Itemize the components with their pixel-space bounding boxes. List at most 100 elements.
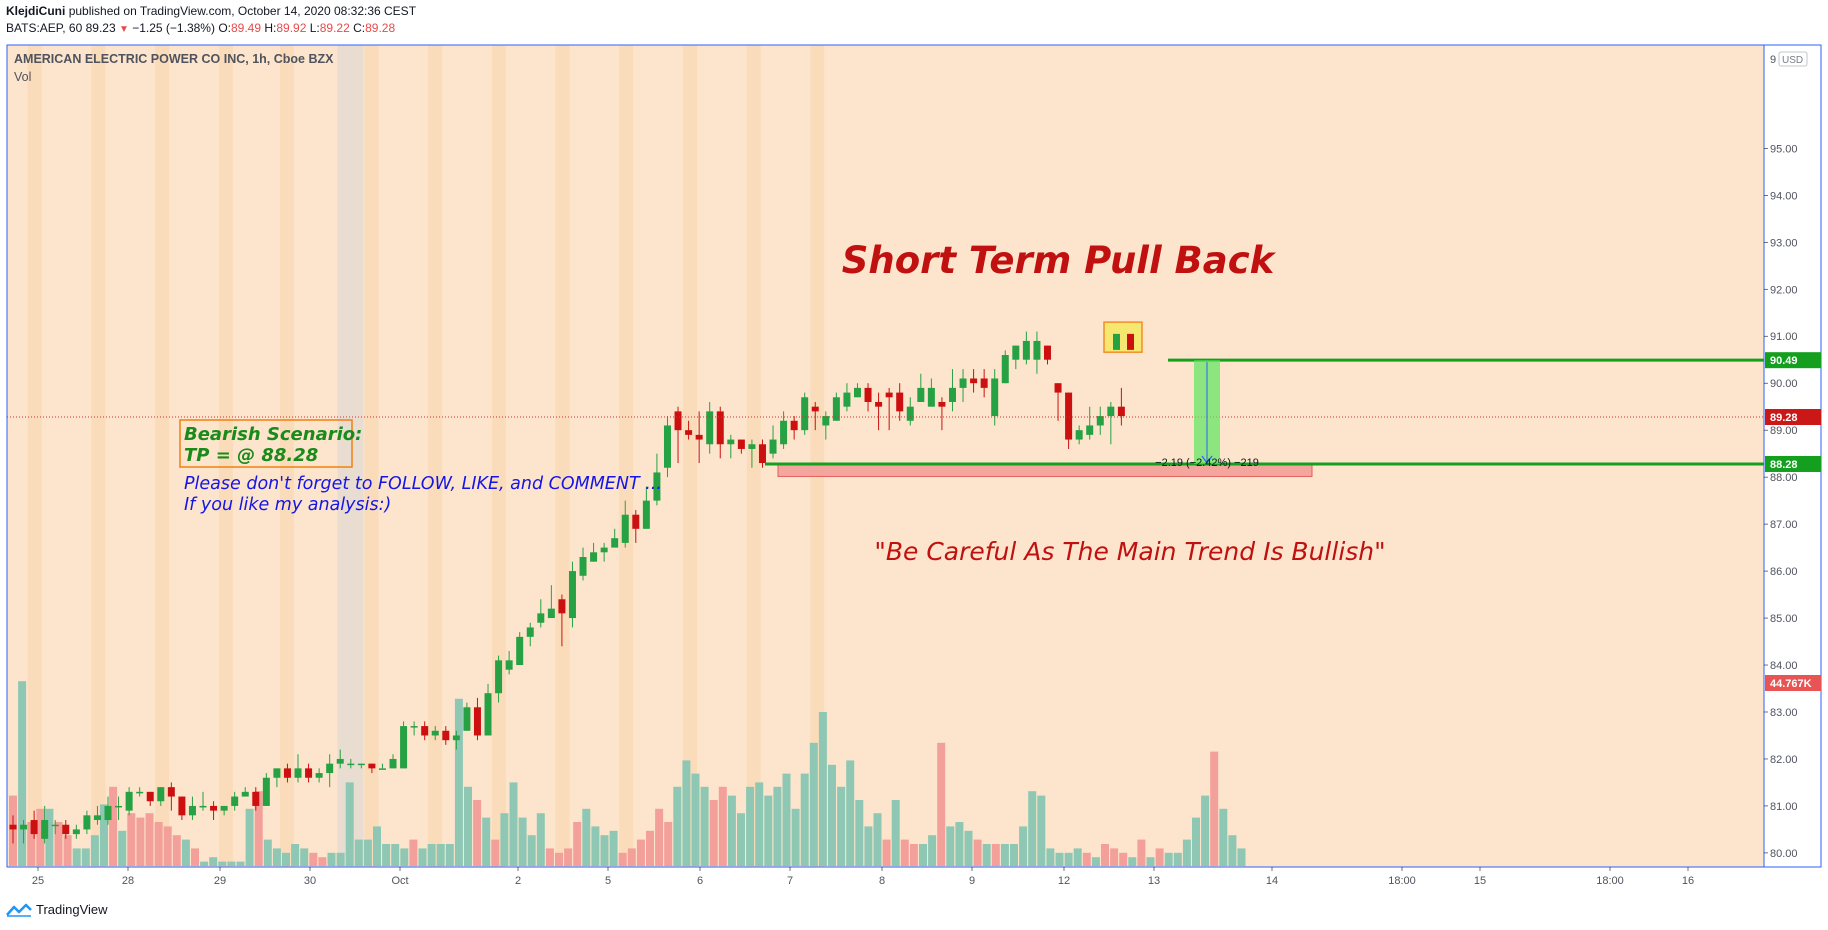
time-tick-label: 30 [304, 875, 316, 887]
candle-body [167, 787, 175, 797]
volume-bar [491, 839, 500, 866]
candle-body [1054, 383, 1062, 393]
candle-body [421, 726, 429, 736]
candle-body [1043, 345, 1051, 360]
candle-body [294, 768, 302, 778]
volume-bar [100, 804, 108, 866]
high-value: 89.92 [276, 21, 307, 35]
candle-body [885, 392, 893, 398]
candle-body [864, 387, 872, 402]
volume-bar [300, 848, 309, 866]
last-price: 89.23 [85, 21, 116, 35]
tradingview-brand: TradingView [36, 902, 108, 917]
candle-body [442, 730, 450, 741]
candle-body [917, 387, 925, 402]
time-tick-label: 25 [32, 875, 44, 887]
volume-bar [655, 808, 664, 866]
volume-bar [709, 800, 718, 866]
time-tick-label: 12 [1058, 875, 1070, 887]
candle-body [115, 805, 123, 808]
volume-bar [809, 742, 818, 866]
candle-body [452, 735, 460, 741]
candle-body [252, 791, 260, 806]
price-tag-label: 90.49 [1770, 355, 1798, 367]
candle-body [72, 829, 80, 835]
candle-body [326, 763, 334, 774]
volume-bar [755, 782, 764, 866]
tradingview-footer[interactable]: TradingView [6, 902, 108, 917]
volume-bar [773, 786, 782, 866]
candle-body [241, 791, 249, 797]
volume-bar [36, 808, 45, 866]
volume-bar [427, 844, 436, 866]
volume-bar [964, 830, 973, 866]
volume-bar [1155, 848, 1164, 866]
candle-body [948, 387, 956, 402]
candle-body [1033, 340, 1041, 360]
candle-body [484, 693, 492, 736]
candle-body [400, 726, 408, 769]
session-band [810, 45, 825, 867]
volume-bar [1146, 857, 1155, 866]
volume-bar [818, 712, 827, 866]
candle-body [210, 805, 218, 811]
candle-body [505, 660, 513, 670]
volume-bar [191, 848, 199, 866]
time-tick-label: 6 [697, 875, 703, 887]
volume-bar [373, 826, 381, 866]
candle-body [431, 730, 439, 736]
author-name[interactable]: KlejdiCuni [6, 4, 66, 18]
volume-bar [536, 813, 545, 866]
volume-bar [664, 822, 673, 866]
volume-bar [600, 835, 609, 866]
price-tag [1765, 409, 1821, 426]
price-tick-label: 88.00 [1770, 472, 1798, 484]
candle-body [600, 547, 608, 553]
volume-bar [737, 813, 745, 866]
volume-bar [1137, 839, 1146, 866]
volume-bar [409, 839, 418, 866]
volume-bar [227, 861, 236, 866]
price-tick-label: 87.00 [1770, 519, 1798, 531]
volume-bar [345, 782, 354, 866]
scenario-box [179, 419, 353, 468]
chart-title-annotation: Short Term Pull Back [842, 239, 1277, 282]
price-tick-label: 83.00 [1770, 707, 1798, 719]
price-tick-label: 91.00 [1770, 331, 1798, 343]
session-band [27, 45, 42, 867]
candle-body [347, 763, 355, 766]
volume-bar [1073, 848, 1082, 866]
volume-bar [1101, 844, 1109, 866]
volume-bar [955, 822, 964, 866]
candle-body [568, 571, 576, 619]
candle-body [136, 791, 144, 794]
candle-body [62, 824, 70, 835]
volume-bar [309, 852, 318, 866]
time-tick-label: 7 [787, 875, 793, 887]
candle-body [357, 763, 365, 766]
volume-bar [1164, 852, 1173, 866]
candle-body [590, 552, 598, 562]
candle-body [30, 820, 38, 835]
volume-bar [236, 861, 245, 866]
volume-bar [136, 817, 145, 866]
volume-bar [464, 786, 472, 866]
candle-body [663, 425, 671, 468]
session-band [746, 45, 761, 867]
high-label: H: [264, 21, 277, 35]
time-tick-label: 8 [879, 875, 885, 887]
volume-bar [72, 848, 81, 866]
candle-body [20, 824, 28, 830]
currency-tick-label: 9 [1770, 54, 1776, 66]
time-tick-label: 9 [969, 875, 975, 887]
volume-bar [855, 800, 864, 866]
time-tick-label: 16 [1682, 875, 1694, 887]
price-chart[interactable]: 95.00 94.00 93.00 92.00 91.00 90.00 89.00 88.00… [0, 0, 1828, 900]
volume-bar [318, 857, 327, 866]
volume-bar [791, 808, 800, 866]
session-band [155, 45, 170, 867]
candle-body [1096, 416, 1104, 426]
close-value: 89.28 [365, 21, 396, 35]
volume-bar [973, 839, 982, 866]
candle-body [758, 444, 766, 464]
